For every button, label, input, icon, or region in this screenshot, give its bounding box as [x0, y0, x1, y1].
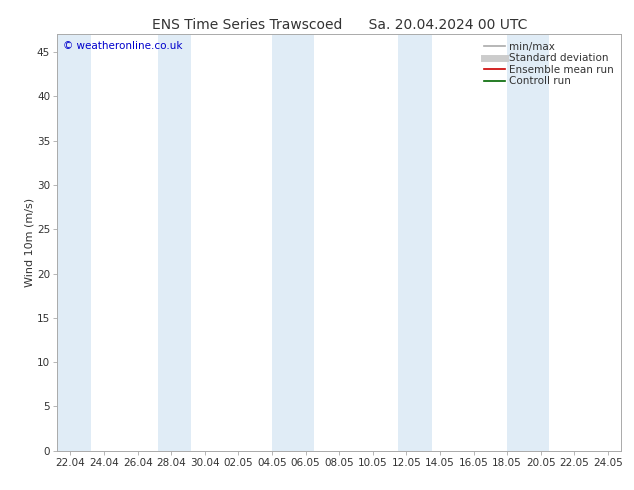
Bar — [57, 34, 91, 451]
Bar — [158, 34, 191, 451]
Y-axis label: Wind 10m (m/s): Wind 10m (m/s) — [24, 198, 34, 287]
Title: ENS Time Series Trawscoed      Sa. 20.04.2024 00 UTC: ENS Time Series Trawscoed Sa. 20.04.2024… — [152, 18, 527, 32]
Text: © weatheronline.co.uk: © weatheronline.co.uk — [63, 41, 182, 50]
Bar — [398, 34, 432, 451]
Bar — [272, 34, 314, 451]
Bar — [507, 34, 549, 451]
Legend: min/max, Standard deviation, Ensemble mean run, Controll run: min/max, Standard deviation, Ensemble me… — [482, 40, 616, 88]
